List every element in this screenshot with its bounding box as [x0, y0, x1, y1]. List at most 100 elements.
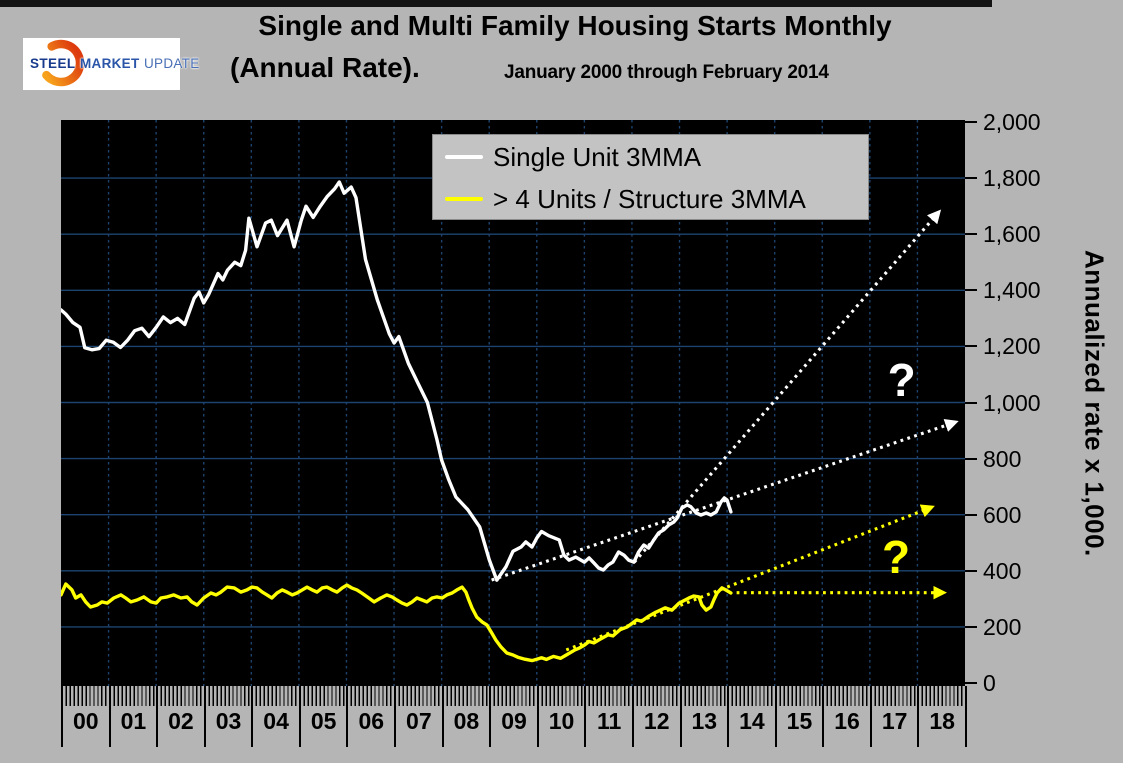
- x-year-label: 16: [834, 708, 860, 734]
- x-axis-year-cell: 06: [346, 686, 395, 747]
- month-tick-ruler: [586, 686, 632, 706]
- x-axis-year-cell: 01: [108, 686, 157, 747]
- y-tick-label: 600: [983, 501, 1022, 528]
- legend-item: > 4 Units / Structure 3MMA: [445, 179, 806, 219]
- legend-item: Single Unit 3MMA: [445, 137, 701, 177]
- x-year-label: 08: [453, 708, 480, 734]
- x-year-label: 12: [643, 708, 670, 734]
- x-axis-year-cell: 15: [774, 686, 823, 747]
- y-tick-label: 200: [983, 613, 1022, 640]
- month-tick-ruler: [205, 686, 252, 706]
- question-mark-annotation: ?: [888, 354, 916, 406]
- series-single-unit-3mma: [59, 180, 733, 582]
- x-axis-year-cell: 17: [869, 686, 918, 747]
- logo-word-market: MARKET: [79, 56, 140, 71]
- x-axis-year-cell: 13: [679, 686, 728, 747]
- x-year-label: 07: [406, 708, 432, 734]
- x-year-label: 06: [358, 708, 385, 734]
- logo-word-update: UPDATE: [143, 56, 200, 71]
- month-tick-ruler: [729, 686, 775, 706]
- x-year-label: 13: [691, 708, 718, 734]
- chart-title: Single and Multi Family Housing Starts M…: [258, 10, 892, 41]
- month-tick-ruler: [776, 686, 823, 706]
- y-tick-label: 0: [983, 670, 996, 696]
- legend-line-sample: [445, 155, 483, 159]
- x-axis-year-cell: 16: [822, 686, 870, 747]
- x-axis-year-cell: 05: [298, 686, 347, 747]
- month-tick-ruler: [348, 686, 395, 706]
- logo-word-steel: STEEL: [30, 56, 76, 71]
- y-tick-mark: [965, 569, 977, 572]
- x-axis-year-cell: 11: [584, 686, 632, 747]
- chart-subtitle: January 2000 through February 2014: [504, 62, 829, 83]
- y-tick-mark: [965, 682, 977, 684]
- month-tick-ruler: [633, 686, 680, 706]
- y-tick-mark: [965, 177, 977, 180]
- month-tick-ruler: [491, 686, 537, 706]
- month-tick-ruler: [110, 686, 157, 706]
- y-tick-label: 1,600: [983, 221, 1041, 248]
- y-tick-label: 1,800: [983, 165, 1041, 192]
- x-axis: 00 01 02 03 04 05 06 07 08 09 10 11 12 13 14 15 16 17 18: [61, 686, 967, 747]
- y-tick-mark: [965, 625, 977, 628]
- logo-text: STEEL MARKET UPDATE: [23, 38, 199, 90]
- month-tick-ruler: [824, 686, 870, 706]
- x-axis-year-cell: 04: [251, 686, 299, 747]
- y-tick-label: 400: [983, 557, 1022, 584]
- x-axis-year-cell: 10: [536, 686, 585, 747]
- month-tick-ruler: [443, 686, 490, 706]
- x-year-label: 14: [739, 708, 765, 734]
- y-tick-mark: [965, 345, 977, 348]
- legend-line-sample: [445, 197, 483, 201]
- x-axis-year-cell: 12: [631, 686, 680, 747]
- series--4-units-structure-3mma: [59, 582, 733, 663]
- y-tick-label: 1,200: [983, 333, 1041, 360]
- x-axis-year-cell: 14: [727, 686, 775, 747]
- month-tick-ruler: [253, 686, 299, 706]
- y-tick-label: 1,000: [983, 389, 1041, 416]
- x-year-label: 18: [929, 708, 955, 734]
- chart-title-line2: (Annual Rate).: [230, 52, 420, 83]
- month-tick-ruler: [63, 686, 109, 706]
- legend-label: > 4 Units / Structure 3MMA: [493, 183, 806, 214]
- x-axis-year-cell: 07: [394, 686, 442, 747]
- y-axis-title: Annualized rate x 1,000.: [1079, 249, 1110, 557]
- month-tick-ruler: [158, 686, 204, 706]
- y-tick-mark: [965, 457, 977, 460]
- y-tick-mark: [965, 233, 977, 236]
- x-year-label: 04: [263, 708, 289, 734]
- steel-market-update-logo: STEEL MARKET UPDATE: [23, 38, 199, 90]
- x-year-label: 03: [215, 708, 242, 734]
- y-tick-mark: [965, 513, 977, 516]
- x-axis-year-cell: 08: [441, 686, 490, 747]
- legend: Single Unit 3MMA > 4 Units / Structure 3M…: [432, 134, 869, 220]
- x-year-label: 10: [548, 708, 575, 734]
- y-tick-label: 1,400: [983, 277, 1041, 304]
- month-tick-ruler: [919, 686, 965, 706]
- legend-label: Single Unit 3MMA: [493, 141, 702, 172]
- x-year-label: 11: [596, 708, 622, 734]
- x-year-label: 05: [310, 708, 337, 734]
- month-tick-ruler: [871, 686, 918, 706]
- x-axis-year-cell: 09: [489, 686, 537, 747]
- x-year-label: 02: [168, 708, 194, 734]
- x-year-label: 09: [501, 708, 527, 734]
- logo-crescent-icon: [37, 39, 85, 87]
- x-year-label: 17: [881, 708, 908, 734]
- x-axis-year-cell: 02: [156, 686, 204, 747]
- x-year-label: 00: [72, 708, 99, 734]
- month-tick-ruler: [396, 686, 442, 706]
- question-mark-annotation: ?: [882, 531, 910, 583]
- y-tick-mark: [965, 121, 977, 123]
- y-tick-label: 800: [983, 445, 1022, 472]
- month-tick-ruler: [681, 686, 728, 706]
- y-tick-mark: [965, 401, 977, 404]
- y-tick-label: 2,000: [983, 109, 1041, 135]
- y-tick-mark: [965, 289, 977, 292]
- x-axis-year-cell: 00: [61, 686, 109, 747]
- x-year-label: 01: [120, 708, 147, 734]
- x-axis-year-cell: 18: [917, 686, 965, 747]
- month-tick-ruler: [300, 686, 347, 706]
- x-year-label: 15: [786, 708, 813, 734]
